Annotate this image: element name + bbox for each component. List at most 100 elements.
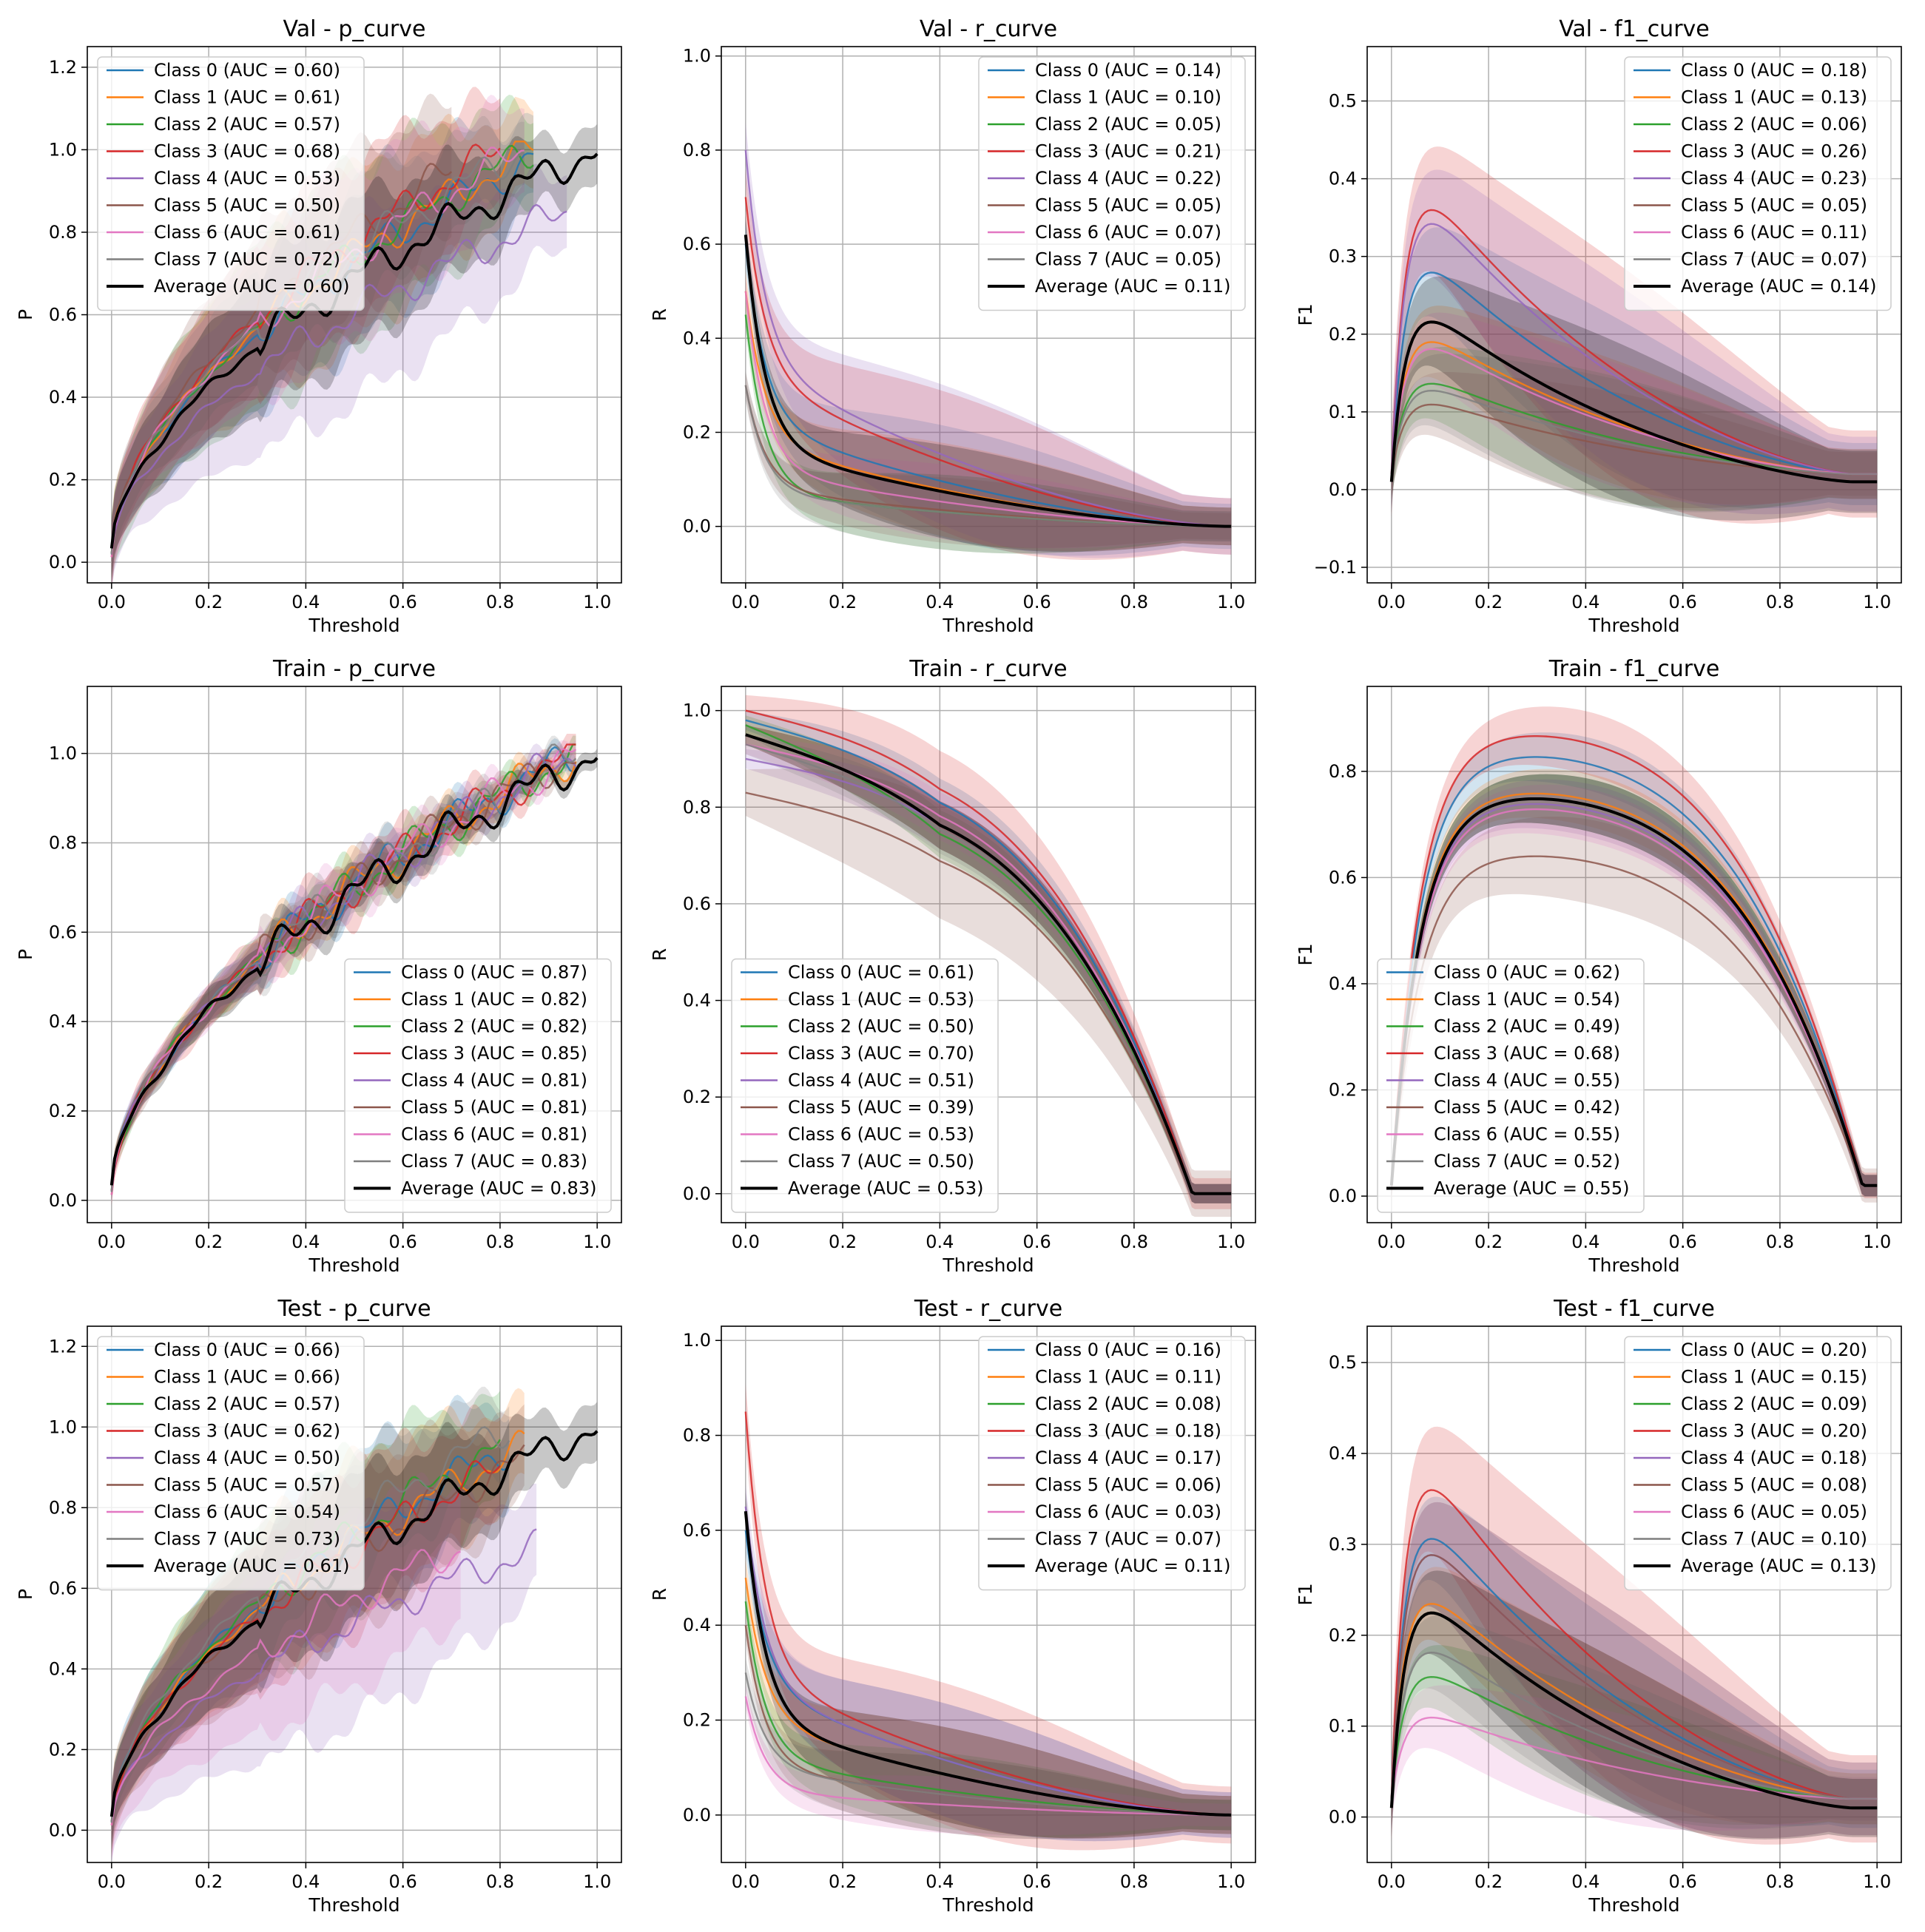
x-axis-label: Threshold <box>942 1894 1034 1916</box>
y-axis-label: R <box>649 1588 670 1601</box>
subplot-train---r_curve: Train - r_curve 0.0 0.2 0.4 0.6 0.8 1.0 0.0 0.2 0… <box>649 656 1256 1276</box>
x-tick-label: 0.2 <box>829 1232 857 1252</box>
legend-entry: Class 0 (AUC = 0.61) <box>788 962 974 983</box>
class-4-line <box>110 1528 537 1823</box>
x-tick-label: 0.0 <box>1378 1232 1406 1252</box>
band-series-7 <box>745 1657 1232 1840</box>
x-tick-label: 0.4 <box>1571 592 1599 612</box>
x-tick-label: 0.8 <box>1120 592 1148 612</box>
band-series-4 <box>111 163 567 583</box>
plot-area <box>1389 146 1878 524</box>
y-tick-label: 0.4 <box>1329 973 1357 994</box>
plot-area <box>1389 1426 1878 1845</box>
y-tick-label: 1.0 <box>49 743 77 764</box>
legend-entry: Class 1 (AUC = 0.15) <box>1681 1367 1867 1388</box>
legend-entry: Class 5 (AUC = 0.50) <box>154 195 340 216</box>
band-series-4 <box>111 1483 537 1862</box>
y-axis-label: P <box>15 1589 36 1600</box>
y-tick-label: 0.0 <box>1329 479 1357 500</box>
legend-entry: Class 1 (AUC = 0.13) <box>1681 87 1867 108</box>
x-tick-label: 0.2 <box>829 1871 857 1892</box>
class-7-line <box>1390 1652 1878 1800</box>
subplot-train---p_curve: Train - p_curve 0.0 0.2 0.4 0.6 0.8 1.0 0.0 0.2 0… <box>15 656 622 1276</box>
x-tick-label: 0.2 <box>1474 1232 1503 1252</box>
class-6-line <box>1390 808 1878 1186</box>
x-tick-label: 0.6 <box>1023 592 1051 612</box>
band-series-5 <box>745 1610 1232 1840</box>
band-series-4 <box>1391 1502 1878 1839</box>
band-series-6 <box>745 1685 1232 1837</box>
legend-entry: Class 4 (AUC = 0.23) <box>1681 168 1867 189</box>
subplot-train---f1_curve: Train - f1_curve 0.0 0.2 0.4 0.6 0.8 1.0 0.0 0.2… <box>1295 656 1902 1276</box>
band-series-5 <box>111 93 452 583</box>
plot-title: Train - r_curve <box>908 656 1067 682</box>
legend-entry: Class 6 (AUC = 0.81) <box>401 1124 587 1145</box>
legend-entry: Class 6 (AUC = 0.11) <box>1681 222 1867 243</box>
legend-entry: Class 4 (AUC = 0.17) <box>1035 1448 1221 1468</box>
x-tick-label: 0.4 <box>1571 1232 1599 1252</box>
legend: Class 0 (AUC = 0.66) Class 1 (AUC = 0.66)… <box>97 1336 365 1591</box>
subplot-test---r_curve: Test - r_curve 0.0 0.2 0.4 0.6 0.8 1.0 0.0 0.2 0.… <box>649 1296 1256 1916</box>
x-tick-label: 0.6 <box>1669 592 1697 612</box>
class-6-line <box>1390 348 1878 476</box>
x-tick-label: 1.0 <box>583 1232 611 1252</box>
x-tick-label: 0.8 <box>1766 592 1794 612</box>
band-series-6 <box>745 734 1232 1203</box>
class-2-line <box>1390 1675 1878 1800</box>
x-tick-label: 0.8 <box>486 1871 514 1892</box>
legend-entry: Average (AUC = 0.55) <box>1434 1178 1629 1199</box>
band-series-8 <box>1391 276 1878 521</box>
x-tick-label: 0.4 <box>926 592 954 612</box>
legend-entry: Class 1 (AUC = 0.11) <box>1035 1367 1221 1388</box>
y-tick-label: 0.8 <box>49 1497 77 1518</box>
y-tick-label: 0.3 <box>1329 1534 1357 1555</box>
average-line <box>745 733 1232 1195</box>
legend-entry: Class 2 (AUC = 0.50) <box>788 1016 974 1037</box>
band-series-5 <box>111 1404 525 1854</box>
legend-entry: Class 2 (AUC = 0.49) <box>1434 1016 1620 1037</box>
y-tick-label: 0.8 <box>683 140 711 161</box>
subplot-test---p_curve: Test - p_curve 0.0 0.2 0.4 0.6 0.8 1.0 0.0 0.2 0.… <box>15 1296 622 1916</box>
legend-entry: Class 2 (AUC = 0.57) <box>154 114 340 135</box>
legend-entry: Class 2 (AUC = 0.05) <box>1035 114 1221 135</box>
axes-frame <box>1366 1325 1902 1863</box>
band-series-1 <box>1391 769 1878 1197</box>
y-tick-label: 1.0 <box>683 700 711 721</box>
legend-entry: Class 3 (AUC = 0.18) <box>1035 1421 1221 1442</box>
y-tick-label: 0.2 <box>1329 1080 1357 1101</box>
legend-box <box>978 56 1246 311</box>
legend-entry: Average (AUC = 0.11) <box>1035 1556 1230 1576</box>
x-tick-label: 0.8 <box>1120 1871 1148 1892</box>
class-4-line <box>744 149 1232 527</box>
y-tick-label: 0.2 <box>683 1087 711 1107</box>
y-tick-label: 0.8 <box>49 222 77 243</box>
band-series-1 <box>111 96 534 581</box>
class-6-line <box>110 1549 461 1826</box>
legend-entry: Class 1 (AUC = 0.10) <box>1035 87 1221 108</box>
legend-entry: Class 6 (AUC = 0.05) <box>1681 1502 1867 1522</box>
plot-area <box>1389 706 1878 1203</box>
class-1-line <box>1390 1603 1878 1800</box>
legend: Class 0 (AUC = 0.20) Class 1 (AUC = 0.15)… <box>1624 1336 1892 1591</box>
x-tick-label: 0.6 <box>1669 1871 1697 1892</box>
axes-frame <box>721 1325 1256 1863</box>
band-series-6 <box>1391 312 1878 506</box>
x-tick-label: 1.0 <box>1217 1871 1245 1892</box>
y-tick-label: 0.2 <box>1329 1625 1357 1646</box>
legend-entry: Class 7 (AUC = 0.50) <box>788 1151 974 1172</box>
band-series-8 <box>111 124 598 578</box>
class-4-line <box>744 1506 1232 1817</box>
x-tick-label: 0.2 <box>1474 1871 1503 1892</box>
band-series-5 <box>1391 816 1878 1203</box>
y-tick-label: 1.0 <box>49 1416 77 1437</box>
x-tick-label: 0.8 <box>1766 1232 1794 1252</box>
band-series-1 <box>745 272 1232 552</box>
y-tick-label: 0.2 <box>49 470 77 490</box>
legend-entry: Class 2 (AUC = 0.57) <box>154 1394 340 1414</box>
x-tick-label: 0.6 <box>389 1232 417 1252</box>
x-tick-label: 0.4 <box>291 1871 320 1892</box>
y-tick-label: 0.6 <box>683 1520 711 1541</box>
x-tick-label: 1.0 <box>1863 592 1891 612</box>
x-tick-label: 0.6 <box>1023 1871 1051 1892</box>
x-tick-label: 0.0 <box>98 592 126 612</box>
